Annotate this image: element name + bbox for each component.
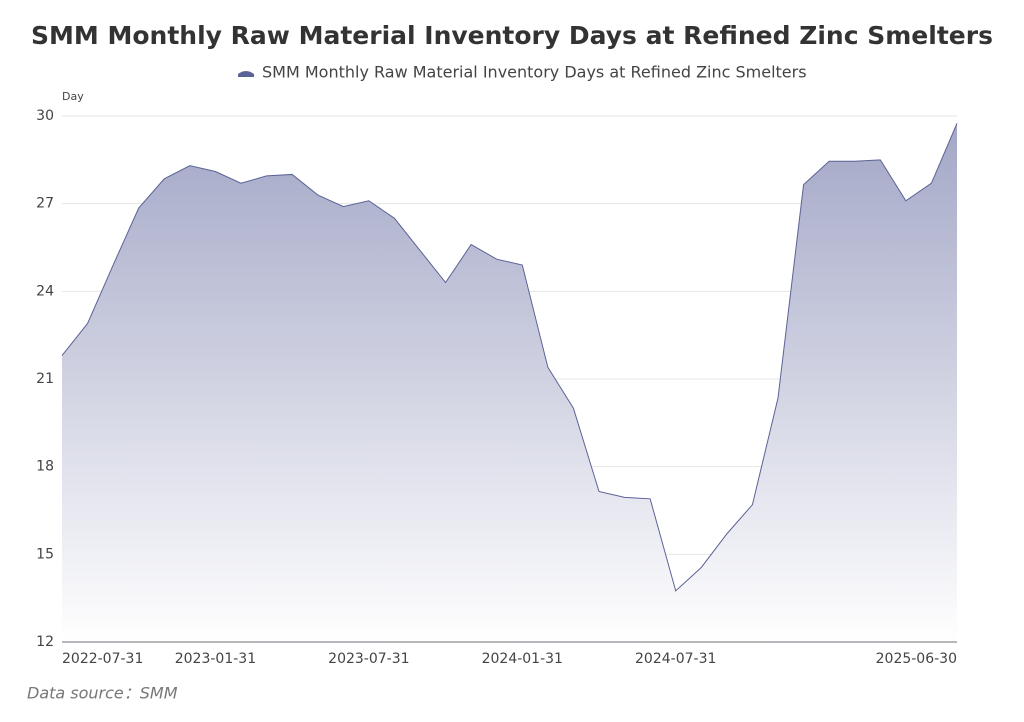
x-tick-label: 2024-07-31	[635, 651, 716, 667]
y-tick-label: 27	[36, 196, 54, 212]
line	[61, 123, 958, 592]
area	[62, 123, 957, 643]
x-tick-label: 2023-01-31	[175, 651, 256, 667]
y-tick-label: 24	[36, 283, 54, 299]
legend-icon	[238, 71, 254, 77]
x-tick-label: 2025-06-30	[876, 651, 957, 667]
chart-title: SMM Monthly Raw Material Inventory Days …	[31, 21, 993, 50]
y-tick-label: 18	[36, 459, 54, 475]
y-tick-label: 30	[36, 108, 54, 124]
y-tick-label: 21	[36, 371, 54, 387]
source-note: Data source：SMM	[27, 684, 178, 703]
x-tick-label: 2023-07-31	[328, 651, 409, 667]
legend-label: SMM Monthly Raw Material Inventory Days …	[262, 63, 807, 82]
x-tick-label: 2022-07-31	[62, 651, 143, 667]
y-tick-label: 12	[36, 634, 54, 650]
x-tick-label: 2024-01-31	[482, 651, 563, 667]
y-axis-label: Day	[62, 90, 84, 103]
y-tick-label: 15	[36, 546, 54, 562]
